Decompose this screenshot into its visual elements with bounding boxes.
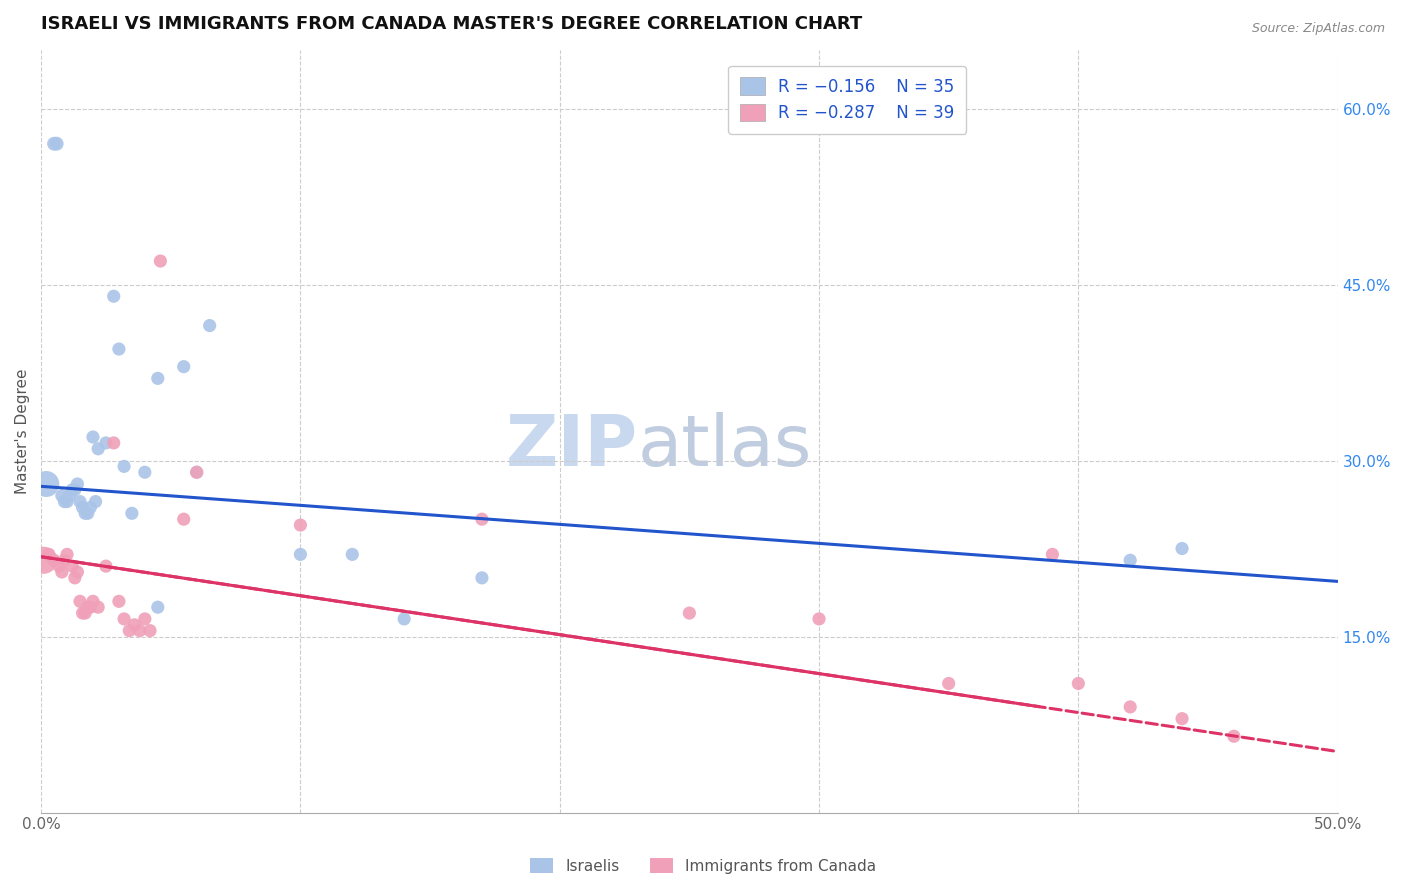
Point <box>66 477 89 491</box>
Legend: Israelis, Immigrants from Canada: Israelis, Immigrants from Canada <box>524 852 882 880</box>
Point <box>149 254 172 268</box>
Text: ISRAELI VS IMMIGRANTS FROM CANADA MASTER'S DEGREE CORRELATION CHART: ISRAELI VS IMMIGRANTS FROM CANADA MASTER… <box>41 15 862 33</box>
Point <box>42 136 65 151</box>
Point <box>94 436 117 450</box>
Point <box>290 548 312 562</box>
Point <box>1042 548 1064 562</box>
Legend: R = −0.156    N = 35, R = −0.287    N = 39: R = −0.156 N = 35, R = −0.287 N = 39 <box>728 66 966 134</box>
Point <box>60 483 83 497</box>
Point <box>82 430 104 444</box>
Point <box>72 500 94 515</box>
Point <box>82 594 104 608</box>
Point <box>103 289 125 303</box>
Point <box>1171 712 1194 726</box>
Point <box>139 624 162 638</box>
Point <box>186 465 208 479</box>
Point <box>69 494 91 508</box>
Point <box>146 371 169 385</box>
Point <box>124 617 146 632</box>
Point <box>79 600 101 615</box>
Point <box>48 559 70 574</box>
Point <box>1067 676 1090 690</box>
Point <box>75 506 97 520</box>
Point <box>103 436 125 450</box>
Point <box>84 494 107 508</box>
Point <box>76 506 98 520</box>
Point <box>66 565 89 579</box>
Point <box>53 553 76 567</box>
Point <box>118 624 141 638</box>
Point <box>63 571 86 585</box>
Point <box>938 676 960 690</box>
Point <box>112 612 135 626</box>
Point <box>112 459 135 474</box>
Point <box>76 600 98 615</box>
Point <box>1171 541 1194 556</box>
Text: atlas: atlas <box>637 412 811 481</box>
Point <box>173 359 195 374</box>
Point <box>53 494 76 508</box>
Text: Source: ZipAtlas.com: Source: ZipAtlas.com <box>1251 22 1385 36</box>
Point <box>290 518 312 533</box>
Point <box>79 500 101 515</box>
Point <box>1119 700 1142 714</box>
Point <box>134 612 156 626</box>
Point <box>69 594 91 608</box>
Point <box>56 548 79 562</box>
Point <box>392 612 415 626</box>
Point <box>63 483 86 497</box>
Point <box>342 548 364 562</box>
Point <box>471 512 494 526</box>
Point <box>38 548 60 562</box>
Point <box>35 477 58 491</box>
Point <box>59 489 82 503</box>
Y-axis label: Master's Degree: Master's Degree <box>15 368 30 494</box>
Point <box>108 594 131 608</box>
Point <box>146 600 169 615</box>
Text: ZIP: ZIP <box>505 412 637 481</box>
Point <box>51 489 73 503</box>
Point <box>186 465 208 479</box>
Point <box>60 559 83 574</box>
Point <box>108 342 131 356</box>
Point <box>808 612 831 626</box>
Point <box>134 465 156 479</box>
Point <box>198 318 221 333</box>
Point <box>87 600 110 615</box>
Point <box>471 571 494 585</box>
Point <box>94 559 117 574</box>
Point <box>1223 729 1246 743</box>
Point <box>75 606 97 620</box>
Point <box>51 565 73 579</box>
Point <box>121 506 143 520</box>
Point <box>56 494 79 508</box>
Point <box>45 136 67 151</box>
Point <box>42 553 65 567</box>
Point <box>173 512 195 526</box>
Point <box>678 606 700 620</box>
Point <box>1119 553 1142 567</box>
Point <box>128 624 150 638</box>
Point <box>87 442 110 456</box>
Point <box>32 553 55 567</box>
Point <box>72 606 94 620</box>
